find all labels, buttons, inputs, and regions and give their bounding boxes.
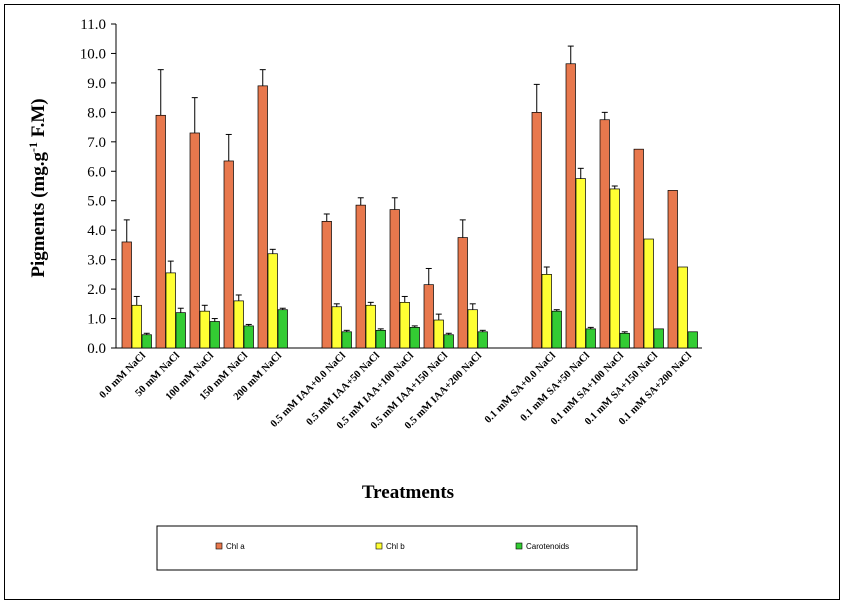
bar-chl-b: [331, 306, 342, 349]
y-tick-label: 5.0: [87, 194, 106, 210]
bar-carotenoid: [141, 334, 152, 349]
y-tick-label: 10.0: [80, 46, 106, 62]
bar-chl-b: [233, 300, 244, 349]
bar-chl-a: [565, 63, 576, 349]
y-tick-label: 8.0: [87, 105, 106, 121]
y-tick-label: 11.0: [80, 17, 106, 33]
bar-carotenoid: [175, 312, 186, 349]
bar-chl-b: [677, 266, 688, 349]
bar-chl-a: [223, 160, 234, 349]
bar-chl-a: [321, 220, 332, 349]
y-tick-label: 9.0: [87, 76, 106, 92]
legend-swatch-chl-b: [375, 542, 383, 550]
y-tick-label: 1.0: [87, 312, 106, 328]
bar-carotenoid: [653, 328, 664, 349]
bar-chl-b: [365, 304, 376, 349]
bar-chl-a: [457, 237, 468, 349]
bar-chl-a: [667, 190, 678, 349]
bar-chl-b: [467, 309, 478, 349]
legend-box: [156, 525, 638, 571]
bar-carotenoid: [687, 331, 698, 349]
y-tick-label: 6.0: [87, 164, 106, 180]
y-axis-label: Pigments (mg.g-1 F.M): [26, 98, 49, 277]
bar-carotenoid: [341, 331, 352, 349]
bar-chl-a: [389, 209, 400, 349]
y-tick-label: 3.0: [87, 253, 106, 269]
bar-carotenoid: [209, 321, 220, 349]
bar-chl-a: [155, 114, 166, 349]
chart-frame: [4, 4, 840, 600]
legend-label-chl-b: Chl b: [386, 542, 405, 551]
bar-carotenoid: [375, 329, 386, 349]
bar-chl-a: [355, 204, 366, 349]
bar-carotenoid: [243, 325, 254, 349]
y-tick-label: 7.0: [87, 135, 106, 151]
bar-chl-a: [633, 148, 644, 349]
y-tick-label: 2.0: [87, 282, 106, 298]
legend-label-carotenoid: Carotenoids: [526, 542, 569, 551]
bar-chl-a: [531, 112, 542, 349]
legend-label-chl-a: Chl a: [226, 542, 245, 551]
bar-chl-b: [199, 310, 210, 349]
legend-swatch-carotenoid: [515, 542, 523, 550]
bar-chl-b: [643, 238, 654, 349]
bar-chl-b: [399, 301, 410, 349]
bar-carotenoid: [585, 328, 596, 349]
bar-chl-b: [575, 178, 586, 349]
bar-chl-a: [257, 85, 268, 349]
bar-chl-b: [433, 319, 444, 349]
bar-carotenoid: [277, 309, 288, 349]
bar-chl-b: [267, 253, 278, 349]
bar-chl-a: [189, 132, 200, 349]
bar-chl-a: [599, 119, 610, 349]
bar-carotenoid: [477, 331, 488, 349]
y-tick-label: 0.0: [87, 341, 106, 357]
bar-carotenoid: [619, 332, 630, 349]
bar-chl-b: [609, 188, 620, 349]
bar-chl-b: [131, 304, 142, 349]
bar-chl-a: [423, 284, 434, 349]
bar-carotenoid: [443, 334, 454, 349]
bar-chl-b: [541, 274, 552, 349]
y-tick-label: 4.0: [87, 223, 106, 239]
bar-carotenoid: [551, 310, 562, 349]
bar-chl-b: [165, 272, 176, 349]
bar-chl-a: [121, 241, 132, 349]
bar-carotenoid: [409, 327, 420, 349]
x-axis-label: Treatments: [362, 482, 454, 503]
legend-swatch-chl-a: [215, 542, 223, 550]
